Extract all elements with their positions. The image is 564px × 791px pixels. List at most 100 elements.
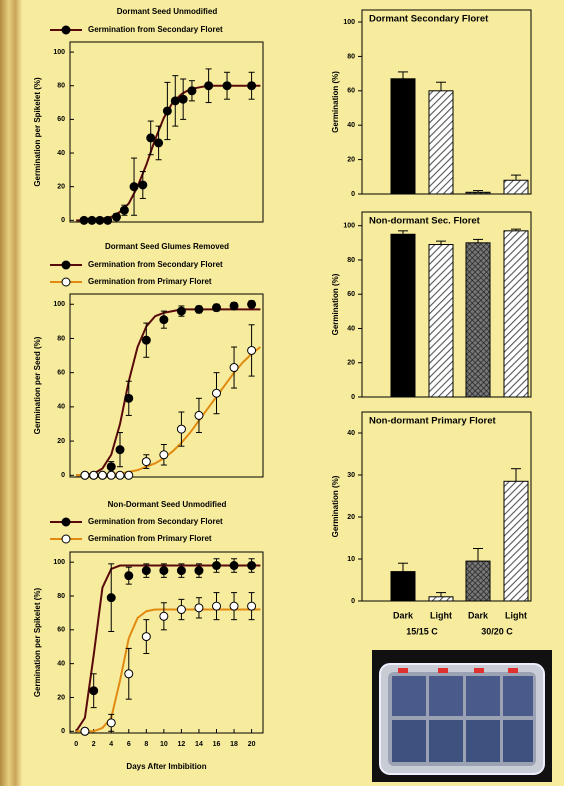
y-tick-label: 60 — [347, 291, 355, 298]
data-point — [125, 670, 133, 678]
data-point — [171, 97, 179, 105]
y-axis-label: Germination per Spikelet (%) — [33, 77, 42, 187]
y-tick-label: 80 — [57, 335, 65, 342]
cell — [392, 676, 426, 716]
data-point — [248, 602, 256, 610]
data-point — [142, 336, 150, 344]
bar — [466, 243, 490, 397]
x-tick-label: Dark — [393, 610, 414, 620]
bar — [391, 79, 415, 194]
y-tick-label: 60 — [57, 370, 65, 377]
data-point — [142, 458, 150, 466]
y-tick-label: 100 — [53, 301, 65, 308]
data-point — [177, 425, 185, 433]
legend-label: Germination from Secondary Floret — [88, 25, 223, 34]
legend-marker — [62, 278, 70, 286]
bar — [429, 91, 453, 194]
cell — [392, 720, 426, 762]
data-point — [107, 594, 115, 602]
data-point — [112, 213, 120, 221]
y-tick-label: 0 — [351, 191, 355, 198]
data-point — [230, 602, 238, 610]
data-point — [195, 567, 203, 575]
y-tick-label: 0 — [61, 728, 65, 735]
data-point — [195, 411, 203, 419]
data-point — [107, 719, 115, 727]
y-axis-label: Germination per Seed (%) — [33, 336, 42, 434]
data-point — [160, 567, 168, 575]
y-tick-label: 40 — [57, 404, 65, 411]
y-tick-label: 100 — [53, 49, 65, 56]
data-point — [163, 107, 171, 115]
data-point — [96, 216, 104, 224]
data-point — [230, 562, 238, 570]
y-tick-label: 20 — [57, 694, 65, 701]
data-point — [125, 394, 133, 402]
chart-title: Dormant Seed Glumes Removed — [105, 242, 229, 251]
legend-marker — [62, 261, 70, 269]
x-tick-label: 20 — [248, 741, 256, 748]
chart-title: Dormant Seed Unmodified — [117, 7, 218, 16]
data-point — [125, 471, 133, 479]
x-tick-label: Light — [505, 610, 527, 620]
bar — [466, 192, 490, 194]
data-point — [139, 181, 147, 189]
y-tick-label: 40 — [347, 325, 355, 332]
y-tick-label: 80 — [57, 593, 65, 600]
tag — [398, 668, 408, 673]
legend-marker — [62, 518, 70, 526]
legend-label: Germination from Secondary Floret — [88, 517, 223, 526]
straw-strip — [0, 0, 22, 786]
y-tick-label: 100 — [343, 19, 355, 26]
tag — [508, 668, 518, 673]
cell — [466, 720, 500, 762]
y-axis-label: Germination (%) — [331, 273, 340, 335]
x-tick-label: 0 — [74, 741, 78, 748]
y-tick-label: 40 — [57, 150, 65, 157]
data-point — [155, 139, 163, 147]
data-point — [223, 82, 231, 90]
bar — [504, 481, 528, 601]
data-point — [213, 562, 221, 570]
data-point — [177, 307, 185, 315]
data-point — [142, 633, 150, 641]
group-label: 30/20 C — [481, 626, 513, 636]
chart-title: Non-dormant Primary Floret — [369, 416, 497, 427]
data-point — [107, 471, 115, 479]
data-point — [98, 471, 106, 479]
y-tick-label: 0 — [61, 217, 65, 224]
y-tick-label: 20 — [347, 514, 355, 521]
tray-photo — [372, 650, 552, 782]
cell — [429, 676, 463, 716]
bar — [504, 231, 528, 397]
y-tick-label: 80 — [57, 83, 65, 90]
data-point — [81, 727, 89, 735]
data-point — [248, 346, 256, 354]
data-point — [248, 82, 256, 90]
x-tick-label: 2 — [92, 741, 96, 748]
y-tick-label: 80 — [347, 53, 355, 60]
y-tick-label: 100 — [53, 559, 65, 566]
cell — [429, 720, 463, 762]
cell — [466, 676, 500, 716]
data-point — [213, 389, 221, 397]
bar — [429, 245, 453, 397]
data-point — [116, 471, 124, 479]
x-tick-label: 8 — [144, 741, 148, 748]
x-tick-label: Light — [430, 610, 452, 620]
y-tick-label: 60 — [347, 88, 355, 95]
legend-marker — [62, 26, 70, 34]
y-axis-label: Germination per Spikelet (%) — [33, 587, 42, 697]
y-tick-label: 0 — [351, 394, 355, 401]
chart-title: Dormant Secondary Floret — [369, 14, 489, 25]
y-tick-label: 20 — [347, 360, 355, 367]
y-axis-label: Germination (%) — [331, 475, 340, 537]
legend-marker — [62, 535, 70, 543]
chart-title: Non-Dormant Seed Unmodified — [108, 500, 227, 509]
data-point — [248, 562, 256, 570]
y-tick-label: 30 — [347, 472, 355, 479]
y-axis-label: Germination (%) — [331, 71, 340, 133]
x-tick-label: 12 — [178, 741, 186, 748]
data-point — [120, 206, 128, 214]
data-point — [179, 95, 187, 103]
